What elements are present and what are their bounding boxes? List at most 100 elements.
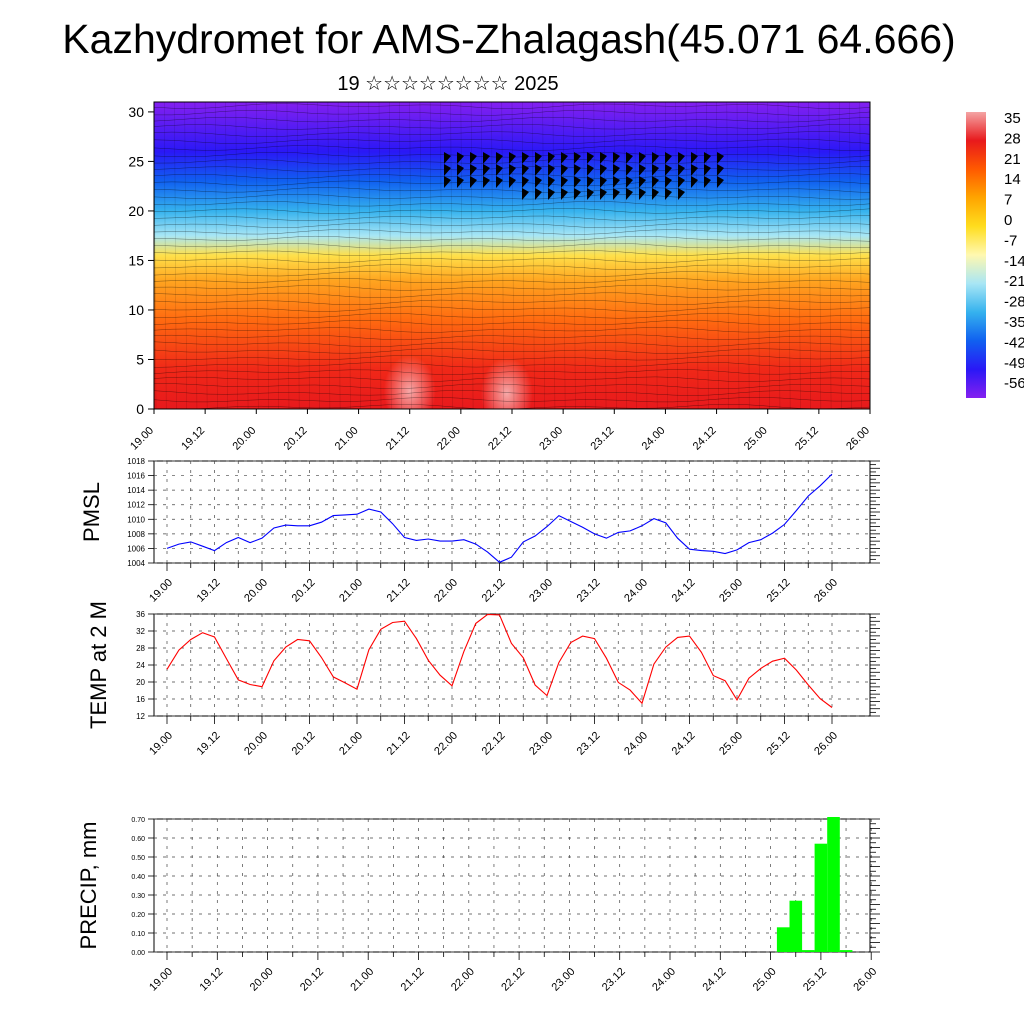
- x-tick-label: 20.12: [290, 577, 318, 605]
- wind-streak-vertical: [777, 102, 781, 409]
- chart-title: Kazhydromet for AMS-Zhalagash(45.071 64.…: [62, 16, 956, 62]
- wind-streak-vertical: [757, 102, 760, 409]
- wind-streak: [154, 123, 870, 130]
- wind-streak-vertical: [655, 102, 658, 409]
- wind-streak: [154, 292, 870, 298]
- wind-barb: [535, 188, 542, 200]
- x-tick-label: 19.12: [197, 966, 225, 994]
- x-tick-label: 22.00: [432, 730, 460, 758]
- wind-barb: [548, 188, 555, 200]
- colorbar-label: -42: [1004, 334, 1024, 351]
- wind-barb: [548, 152, 555, 164]
- wind-barb: [535, 176, 542, 188]
- wind-streak: [154, 193, 870, 200]
- precip-bar: [802, 950, 815, 952]
- wind-barb: [522, 164, 529, 176]
- wind-barb: [457, 164, 464, 176]
- wind-streak-vertical: [440, 102, 443, 409]
- wind-streak-vertical: [378, 102, 382, 409]
- wind-streak-vertical: [409, 102, 412, 409]
- wind-barb: [639, 188, 646, 200]
- wind-streak-vertical: [174, 102, 177, 409]
- wind-streak-vertical: [818, 102, 822, 409]
- wind-streak-vertical: [552, 102, 556, 409]
- x-tick-label: 19.12: [179, 425, 207, 453]
- wind-barb: [444, 164, 451, 176]
- x-tick-label: 20.12: [298, 966, 326, 994]
- x-tick-label: 23.12: [600, 966, 628, 994]
- wind-streak: [154, 222, 870, 229]
- y-tick-label: 1004: [127, 559, 145, 568]
- wind-streak-vertical: [317, 102, 320, 409]
- wind-streak-vertical: [245, 102, 249, 409]
- x-tick-label: 20.00: [242, 577, 270, 605]
- wind-streak: [154, 145, 870, 151]
- wind-streak-vertical: [695, 102, 699, 409]
- wind-streak: [154, 341, 870, 348]
- colorbar: 35 28 21 14 7 0 -7 -14 -21 -28 -35 -42 -49 -56: [966, 110, 1024, 398]
- wind-barb: [613, 164, 620, 176]
- wind-barb: [600, 176, 607, 188]
- wind-barb: [691, 176, 698, 188]
- y-tick-label: 0.10: [131, 931, 145, 938]
- colorbar-label: -49: [1004, 355, 1024, 372]
- wind-streak-vertical: [644, 102, 648, 409]
- x-tick-label: 23.12: [575, 577, 603, 605]
- wind-barb: [470, 152, 477, 164]
- wind-streak-vertical: [747, 102, 750, 409]
- x-tick-label: 24.12: [700, 966, 728, 994]
- y-tick-label: 16: [136, 695, 145, 704]
- x-tick-label: 24.12: [670, 730, 698, 758]
- wind-streak: [154, 327, 870, 333]
- y-tick-label: 36: [136, 610, 145, 619]
- wind-streak-vertical: [767, 102, 770, 409]
- x-tick-label: 20.00: [230, 425, 258, 453]
- wind-barb: [717, 176, 724, 188]
- colorbar-fill: [966, 112, 986, 398]
- x-tick-label: 19.00: [147, 966, 175, 994]
- wind-barb: [639, 164, 646, 176]
- wind-streak-vertical: [798, 102, 801, 409]
- wind-barb: [652, 176, 659, 188]
- wind-streak: [154, 208, 870, 214]
- x-tick-label: 22.12: [486, 425, 514, 453]
- x-tick-label: 23.00: [550, 966, 578, 994]
- wind-streak-vertical: [450, 102, 453, 409]
- y-tick-label: 0.20: [131, 912, 145, 919]
- wind-barb: [639, 152, 646, 164]
- wind-streak-vertical: [297, 102, 300, 409]
- y-tick-label: 15: [128, 252, 144, 268]
- wind-streak: [154, 369, 870, 375]
- wind-streak-vertical: [808, 102, 811, 409]
- wind-barb: [691, 164, 698, 176]
- wind-streak-vertical: [481, 102, 484, 409]
- wind-barb: [704, 176, 711, 188]
- wind-streak-vertical: [624, 102, 627, 409]
- x-tick-label: 21.12: [385, 730, 413, 758]
- y-tick-label: 25: [128, 153, 144, 169]
- colorbar-label: 21: [1004, 151, 1021, 168]
- wind-streak: [154, 173, 870, 179]
- wind-streak: [154, 201, 870, 207]
- wind-streak-vertical: [266, 102, 269, 409]
- x-tick-label: 24.12: [670, 577, 698, 605]
- precip-bar: [839, 950, 853, 952]
- y-tick-label: 1008: [127, 530, 145, 539]
- x-tick-label: 22.12: [499, 966, 527, 994]
- x-tick-label: 26.00: [851, 966, 879, 994]
- x-tick-label: 19.00: [147, 730, 175, 758]
- y-tick-label: 1010: [127, 515, 145, 524]
- wind-streak-vertical: [859, 102, 862, 409]
- x-tick-label: 25.00: [751, 966, 779, 994]
- wind-streak-vertical: [706, 102, 709, 409]
- wind-barb: [548, 164, 555, 176]
- x-tick-label: 22.00: [432, 577, 460, 605]
- x-tick-label: 26.00: [844, 425, 872, 453]
- wind-barb: [470, 176, 477, 188]
- wind-barb: [561, 188, 568, 200]
- wind-streak-vertical: [532, 102, 535, 409]
- wind-barb: [613, 152, 620, 164]
- warm-spot: [383, 355, 436, 409]
- wind-barb: [535, 164, 542, 176]
